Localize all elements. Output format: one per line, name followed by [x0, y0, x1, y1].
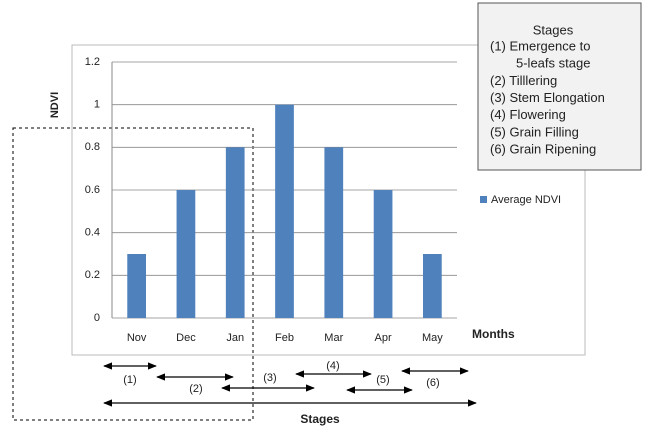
y-tick-label: 1 [94, 99, 100, 111]
bar [422, 254, 442, 318]
stage-box-line: (4) Flowering [490, 107, 566, 122]
stage-label: (1) [123, 374, 136, 386]
stage-box-line: (2) Tilllering [490, 73, 557, 88]
stage-axis-label: Stages [300, 412, 340, 426]
x-axis-label: Months [472, 327, 515, 341]
y-tick-label: 0.2 [85, 269, 100, 281]
stage-box-line: (3) Stem Elongation [490, 90, 605, 105]
y-tick-label: 0 [94, 312, 100, 324]
x-tick-label: Jan [226, 332, 244, 344]
bar [127, 254, 147, 318]
stage-box-title: Stages [533, 22, 574, 37]
y-tick-label: 0.8 [85, 141, 100, 153]
stage-label: (5) [376, 374, 389, 386]
x-tick-label: Dec [176, 332, 196, 344]
x-tick-label: Feb [275, 332, 294, 344]
stage-box-line: (5) Grain Filling [490, 124, 579, 139]
legend-swatch [480, 196, 487, 203]
x-tick-label: Apr [375, 332, 392, 344]
y-tick-label: 1.2 [85, 56, 100, 68]
y-tick-label: 0.4 [85, 227, 100, 239]
stage-label: (2) [189, 383, 202, 395]
bar [324, 147, 344, 318]
legend-label: Average NDVI [491, 194, 561, 206]
y-tick-label: 0.6 [85, 184, 100, 196]
stage-label: (3) [263, 372, 276, 384]
x-tick-label: Mar [324, 332, 343, 344]
bar [225, 147, 245, 318]
bar [176, 190, 196, 318]
stage-box-line: (1) Emergence to [490, 38, 590, 53]
dashed-region [12, 127, 254, 421]
x-tick-label: Nov [127, 332, 147, 344]
stage-box-line: (6) Grain Ripening [490, 142, 596, 157]
stage-box-line: 5-leafs stage [516, 56, 590, 71]
stage-label: (4) [326, 360, 339, 372]
stage-label: (6) [426, 377, 439, 389]
bar [275, 104, 294, 319]
bar [373, 190, 393, 318]
stage-box [477, 2, 642, 171]
y-axis-label: NDVI [49, 92, 61, 118]
x-tick-label: May [422, 332, 443, 344]
